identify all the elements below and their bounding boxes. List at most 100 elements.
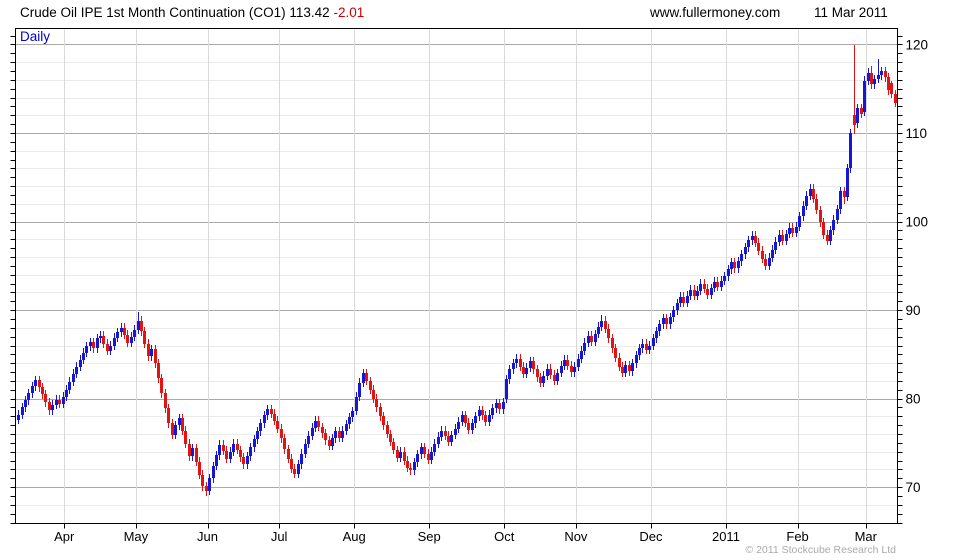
candle-body [341,431,344,438]
candle-body [478,410,481,416]
candle-body [201,475,204,486]
candle-body [280,429,283,438]
candle-body [375,399,378,407]
candle-body [894,94,897,103]
candle-body [809,189,812,196]
candle-body [512,363,515,369]
candle-body [635,355,638,363]
candle-body [621,367,624,373]
x-axis-label: Apr [54,529,75,544]
x-axis-label: Feb [786,529,808,544]
candle-body [604,321,607,329]
candle-body [505,379,508,399]
candle-body [863,81,866,112]
candle-body [706,289,709,295]
candle-body [317,421,320,427]
candle-body [256,431,259,439]
candle-body [246,456,249,464]
candle-body [484,415,487,422]
candle-body [96,338,99,348]
candle-body [641,344,644,348]
candle-body [733,262,736,268]
candle-body [826,235,829,241]
candle-body [24,400,27,407]
candle-body [631,363,634,371]
candle-body [628,365,631,371]
candle-body [345,424,348,431]
candle-body [877,75,880,79]
candle-body [529,361,532,368]
candle-body [351,411,354,417]
candle-body [580,351,583,359]
candle-body [795,227,798,233]
candle-body [85,346,88,353]
x-axis-label: Aug [343,529,366,544]
candle-body [62,397,65,404]
candle-body [403,452,406,461]
price-change: -2.01 [333,5,365,20]
candle-body [120,328,123,332]
candle-body [116,332,119,338]
candle-body [208,478,211,491]
candle-body [778,235,781,242]
candle-body [542,376,545,383]
candle-body [699,284,702,291]
candle-body [92,342,95,348]
candle-body [464,415,467,423]
candle-body [798,216,801,227]
candle-body [522,367,525,374]
candle-body [884,71,887,77]
candle-body [740,254,743,261]
candle-body [212,466,215,478]
candle-body [614,348,617,358]
candle-body [768,258,771,266]
candle-body [546,369,549,376]
candle-body [757,243,760,251]
candle-body [27,393,30,400]
candle-body [716,282,719,287]
candle-body [21,407,24,415]
candle-body [239,450,242,457]
timeframe-label: Daily [20,29,54,44]
candle-body [665,318,668,324]
candle-body [444,431,447,436]
candle-body [126,335,129,343]
chart-header-title: Crude Oil IPE 1st Month Continuation (CO… [20,5,364,20]
candle-body [860,108,863,114]
candle-body [658,324,661,331]
candle-body [48,402,51,410]
candle-body [832,220,835,230]
candle-body [338,431,341,438]
candle-body [154,349,157,363]
candle-body [822,222,825,235]
candle-body [887,77,890,90]
candle-body [457,422,460,429]
candle-body [819,210,822,222]
candle-body [815,199,818,210]
candle-body [525,368,528,374]
candle-body [454,429,457,435]
candle-body [147,344,150,356]
candle-body [560,366,563,373]
candle-body [150,349,153,356]
candle-body [174,425,177,435]
candle-body [774,242,777,250]
candle-body [655,331,658,338]
candle-body [689,290,692,296]
x-axis-label: May [124,529,149,544]
candle-body [590,336,593,342]
candle-body [348,417,351,424]
candle-body [300,454,303,464]
y-axis-label: 90 [906,303,921,318]
candle-body [693,290,696,296]
instrument-name: Crude Oil IPE 1st Month Continuation (CO… [20,5,286,20]
candle-body [416,454,419,462]
candle-body [450,435,453,442]
candle-body [102,336,105,344]
candle-body [846,168,849,197]
candle-body [495,403,498,408]
candle-body [491,408,494,415]
candle-body [229,452,232,459]
candle-body [171,423,174,435]
